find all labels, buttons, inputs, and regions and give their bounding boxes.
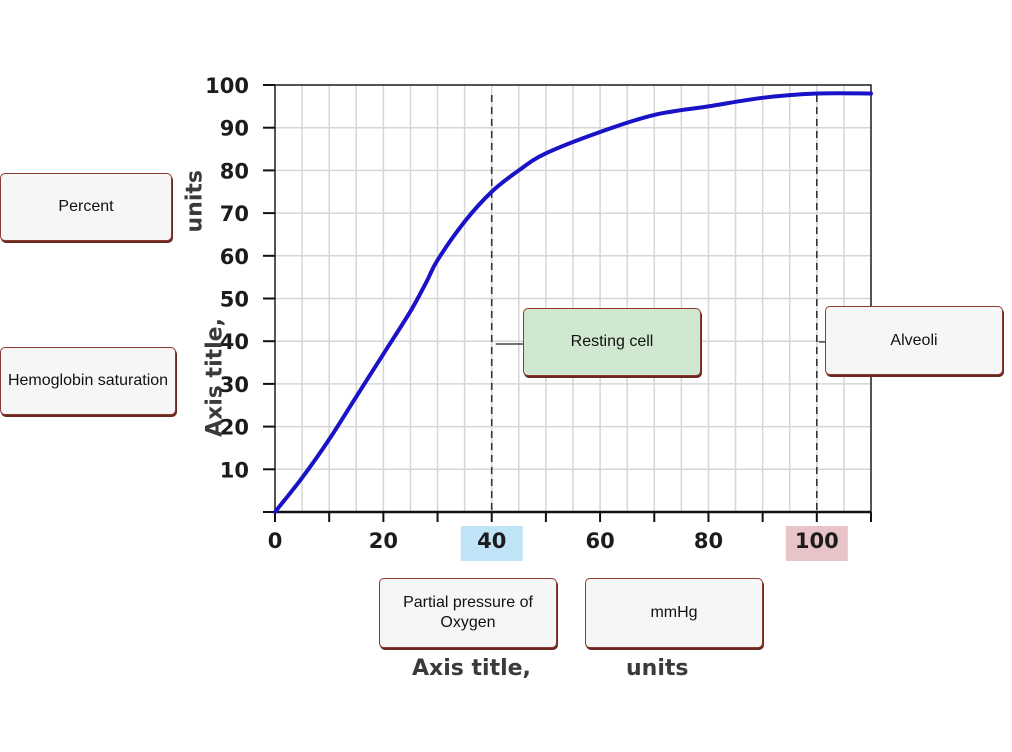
connectors — [495, 341, 825, 345]
y-tick-label: 10 — [220, 458, 249, 482]
y-tick-label: 20 — [220, 416, 249, 440]
label-partial-pressure[interactable]: Partial pressure of Oxygen — [379, 578, 557, 648]
grid — [274, 84, 872, 512]
y-tick-label: 90 — [220, 117, 249, 141]
y-tick-label: 30 — [220, 373, 249, 397]
x-tick-label: 100 — [795, 529, 839, 553]
label-mmhg[interactable]: mmHg — [585, 578, 763, 648]
x-tick-label: 60 — [585, 529, 614, 553]
curve-layer — [273, 91, 873, 514]
y-tick-label: 100 — [205, 74, 249, 98]
y-axis-title-suffix: units — [182, 170, 208, 233]
y-axis-title-prefix: Axis title, — [202, 318, 228, 437]
label-percent[interactable]: Percent — [0, 173, 172, 241]
x-axis-title-suffix: units — [626, 656, 689, 681]
x-axis-title-prefix: Axis title, — [412, 656, 531, 681]
tick-highlight-40 — [460, 526, 523, 561]
y-tick-label: 60 — [220, 245, 249, 269]
label-resting-cell[interactable]: Resting cell — [523, 308, 701, 376]
saturation-curve — [273, 91, 873, 514]
x-tick-label: 0 — [268, 529, 283, 553]
y-tick-label: 50 — [220, 288, 249, 312]
x-tick-label: 80 — [694, 529, 723, 553]
tick-highlight-100 — [785, 526, 848, 561]
tick-labels: 0 20 40 60 80 100 10 20 30 40 50 60 70 80 90 100 — [205, 74, 848, 561]
y-tick-label: 80 — [220, 159, 249, 183]
x-tick-label: 20 — [369, 529, 398, 553]
y-tick-label: 40 — [220, 330, 249, 354]
label-alveoli[interactable]: Alveoli — [825, 306, 1003, 375]
tick-marks — [263, 84, 872, 522]
x-tick-label: 40 — [477, 529, 506, 553]
reference-lines — [490, 95, 818, 512]
label-hemoglobin-saturation[interactable]: Hemoglobin saturation — [0, 347, 176, 415]
y-tick-label: 70 — [220, 202, 249, 226]
